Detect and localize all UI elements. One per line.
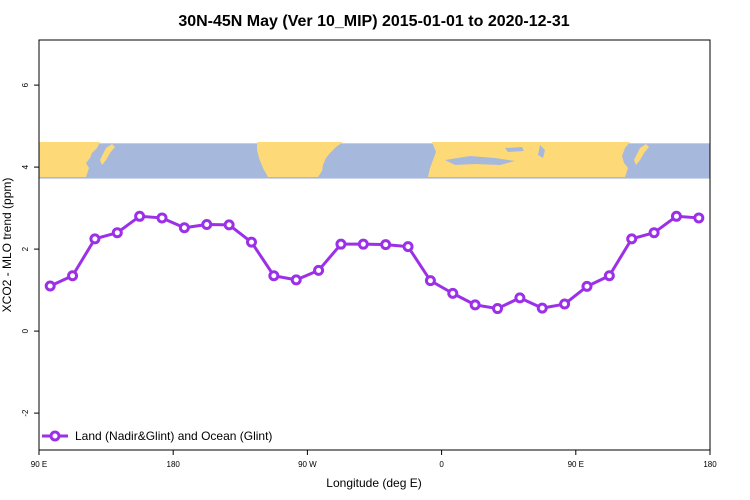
data-point: [492, 303, 504, 315]
data-point: [223, 219, 235, 231]
data-point: [559, 298, 571, 310]
x-axis-label: Longitude (deg E): [326, 476, 421, 490]
data-point: [648, 227, 660, 239]
sea-caspian: [538, 145, 545, 158]
plot-frame: [38, 39, 711, 451]
sea-black: [505, 147, 524, 152]
land-eurasia-africa: [428, 142, 630, 177]
map-strip: [39, 142, 710, 179]
data-point: [290, 274, 302, 286]
x-tick-label: 180: [167, 460, 181, 469]
legend: Land (Nadir&Glint) and Ocean (Glint): [42, 429, 272, 443]
land-asia-left: [39, 142, 100, 177]
data-point: [424, 275, 436, 287]
data-point: [89, 233, 101, 245]
data-point: [514, 292, 526, 304]
data-point: [581, 280, 593, 292]
chart-title: 30N-45N May (Ver 10_MIP) 2015-01-01 to 2…: [178, 13, 569, 30]
series-line: [49, 214, 699, 311]
x-tick-label: 90 E: [568, 460, 584, 469]
data-point: [693, 212, 705, 224]
y-tick-label: 6: [21, 82, 30, 87]
sea-mediterranean: [445, 156, 515, 165]
data-point: [134, 210, 146, 222]
data-point: [268, 270, 280, 282]
data-point: [111, 227, 123, 239]
data-point: [245, 236, 257, 248]
data-point: [156, 212, 168, 224]
data-point: [44, 280, 56, 292]
x-tick-label: 0: [439, 460, 444, 469]
data-point: [380, 239, 392, 251]
land-japan-right: [634, 144, 649, 165]
data-point: [603, 270, 615, 282]
data-point: [469, 299, 481, 311]
land-north-america: [257, 142, 343, 177]
y-axis-label: XCO2 - MLO trend (ppm): [0, 178, 14, 313]
data-point: [67, 270, 79, 282]
x-axis: 90 E 180 90 W 0 90 E 180: [31, 450, 717, 469]
data-point: [536, 302, 548, 314]
data-point: [670, 210, 682, 222]
series-layer: [44, 210, 705, 315]
data-point: [357, 238, 369, 250]
data-point: [178, 222, 190, 234]
legend-marker: [49, 430, 61, 442]
x-tick-label: 90 W: [298, 460, 317, 469]
data-point: [201, 219, 213, 230]
data-point: [335, 238, 347, 250]
y-tick-label: 0: [21, 328, 30, 333]
data-point: [626, 233, 638, 245]
data-point: [313, 264, 325, 276]
y-axis: -2 0 2 4 6: [21, 82, 39, 417]
data-point: [447, 287, 459, 299]
data-point: [402, 241, 414, 253]
y-tick-label: -2: [21, 409, 30, 417]
x-tick-label: 90 E: [31, 460, 47, 469]
map-land: [39, 142, 649, 177]
y-tick-label: 4: [21, 164, 30, 169]
x-tick-label: 180: [703, 460, 717, 469]
legend-label: Land (Nadir&Glint) and Ocean (Glint): [75, 429, 272, 443]
y-tick-label: 2: [21, 246, 30, 251]
map-sea-details: [445, 145, 545, 165]
land-japan-left: [100, 144, 115, 165]
